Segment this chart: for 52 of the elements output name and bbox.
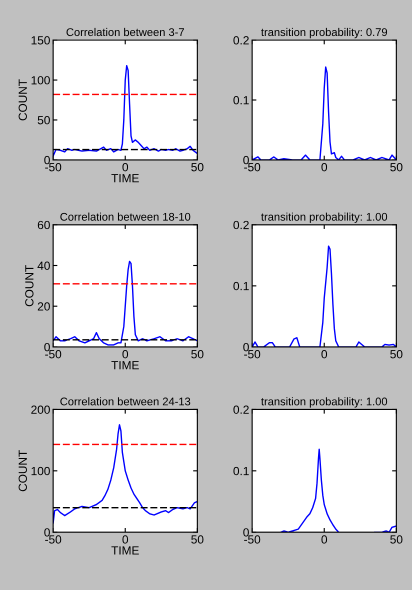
- y-tick-label: 100: [32, 466, 50, 476]
- y-tick-label: 0: [243, 528, 249, 537]
- y-tick-label: 0.1: [233, 96, 249, 104]
- y-axis-title: COUNT: [18, 450, 27, 492]
- y-tick-label: 0.2: [233, 405, 249, 414]
- chart-title: Correlation between 3-7: [66, 28, 184, 36]
- x-tick-label: 0: [321, 162, 328, 172]
- chart-title: Correlation between 24-13: [60, 397, 190, 406]
- x-tick-label: 0: [122, 535, 128, 544]
- chart-title: transition probability: 1.00: [261, 397, 388, 408]
- y-tick-label: 50: [38, 116, 50, 124]
- y-tick-label: 150: [32, 36, 50, 45]
- y-tick-label: 0.1: [233, 466, 249, 476]
- x-tick-label: -50: [45, 350, 62, 358]
- y-tick-label: 100: [32, 76, 50, 84]
- x-tick-label: -50: [244, 162, 260, 172]
- line-series: [53, 424, 198, 524]
- x-tick-label: 50: [390, 162, 402, 172]
- y-axis-title: COUNT: [18, 79, 27, 120]
- x-tick-label: 0: [321, 535, 328, 544]
- x-axis-title: TIME: [111, 546, 139, 555]
- y-tick-label: 0: [44, 528, 50, 537]
- y-tick-label: 0: [243, 156, 249, 164]
- chart-title: Correlation between 18-10: [60, 212, 190, 221]
- x-tick-label: 50: [191, 535, 204, 544]
- x-tick-label: 0: [321, 350, 328, 358]
- x-tick-label: 0: [122, 162, 128, 172]
- chart-title: transition probability: 1.00: [261, 212, 388, 223]
- x-tick-label: -50: [244, 350, 260, 358]
- y-axis-title: COUNT: [25, 265, 34, 306]
- y-tick-label: 20: [38, 302, 50, 311]
- y-tick-label: 0: [243, 342, 249, 352]
- x-axis-title: TIME: [111, 361, 139, 370]
- y-tick-label: 0: [44, 156, 50, 164]
- chart-title: transition probability: 0.79: [261, 28, 388, 38]
- x-tick-label: 0: [122, 350, 128, 358]
- y-tick-label: 0.2: [233, 220, 249, 230]
- x-tick-label: 50: [191, 350, 204, 358]
- x-tick-label: 50: [191, 162, 204, 172]
- x-axis-title: TIME: [111, 174, 139, 182]
- x-tick-label: 50: [390, 350, 402, 358]
- y-tick-label: 0.2: [233, 36, 249, 45]
- y-tick-label: 60: [38, 220, 50, 230]
- y-tick-label: 0.1: [233, 282, 249, 290]
- x-tick-label: -50: [45, 535, 62, 544]
- y-tick-label: 200: [31, 405, 50, 414]
- y-tick-label: 0: [44, 342, 50, 352]
- x-tick-label: -50: [244, 535, 260, 544]
- x-tick-label: -50: [45, 162, 62, 172]
- line-series: [53, 64, 198, 157]
- y-tick-label: 40: [38, 262, 50, 270]
- x-tick-label: 50: [390, 535, 402, 544]
